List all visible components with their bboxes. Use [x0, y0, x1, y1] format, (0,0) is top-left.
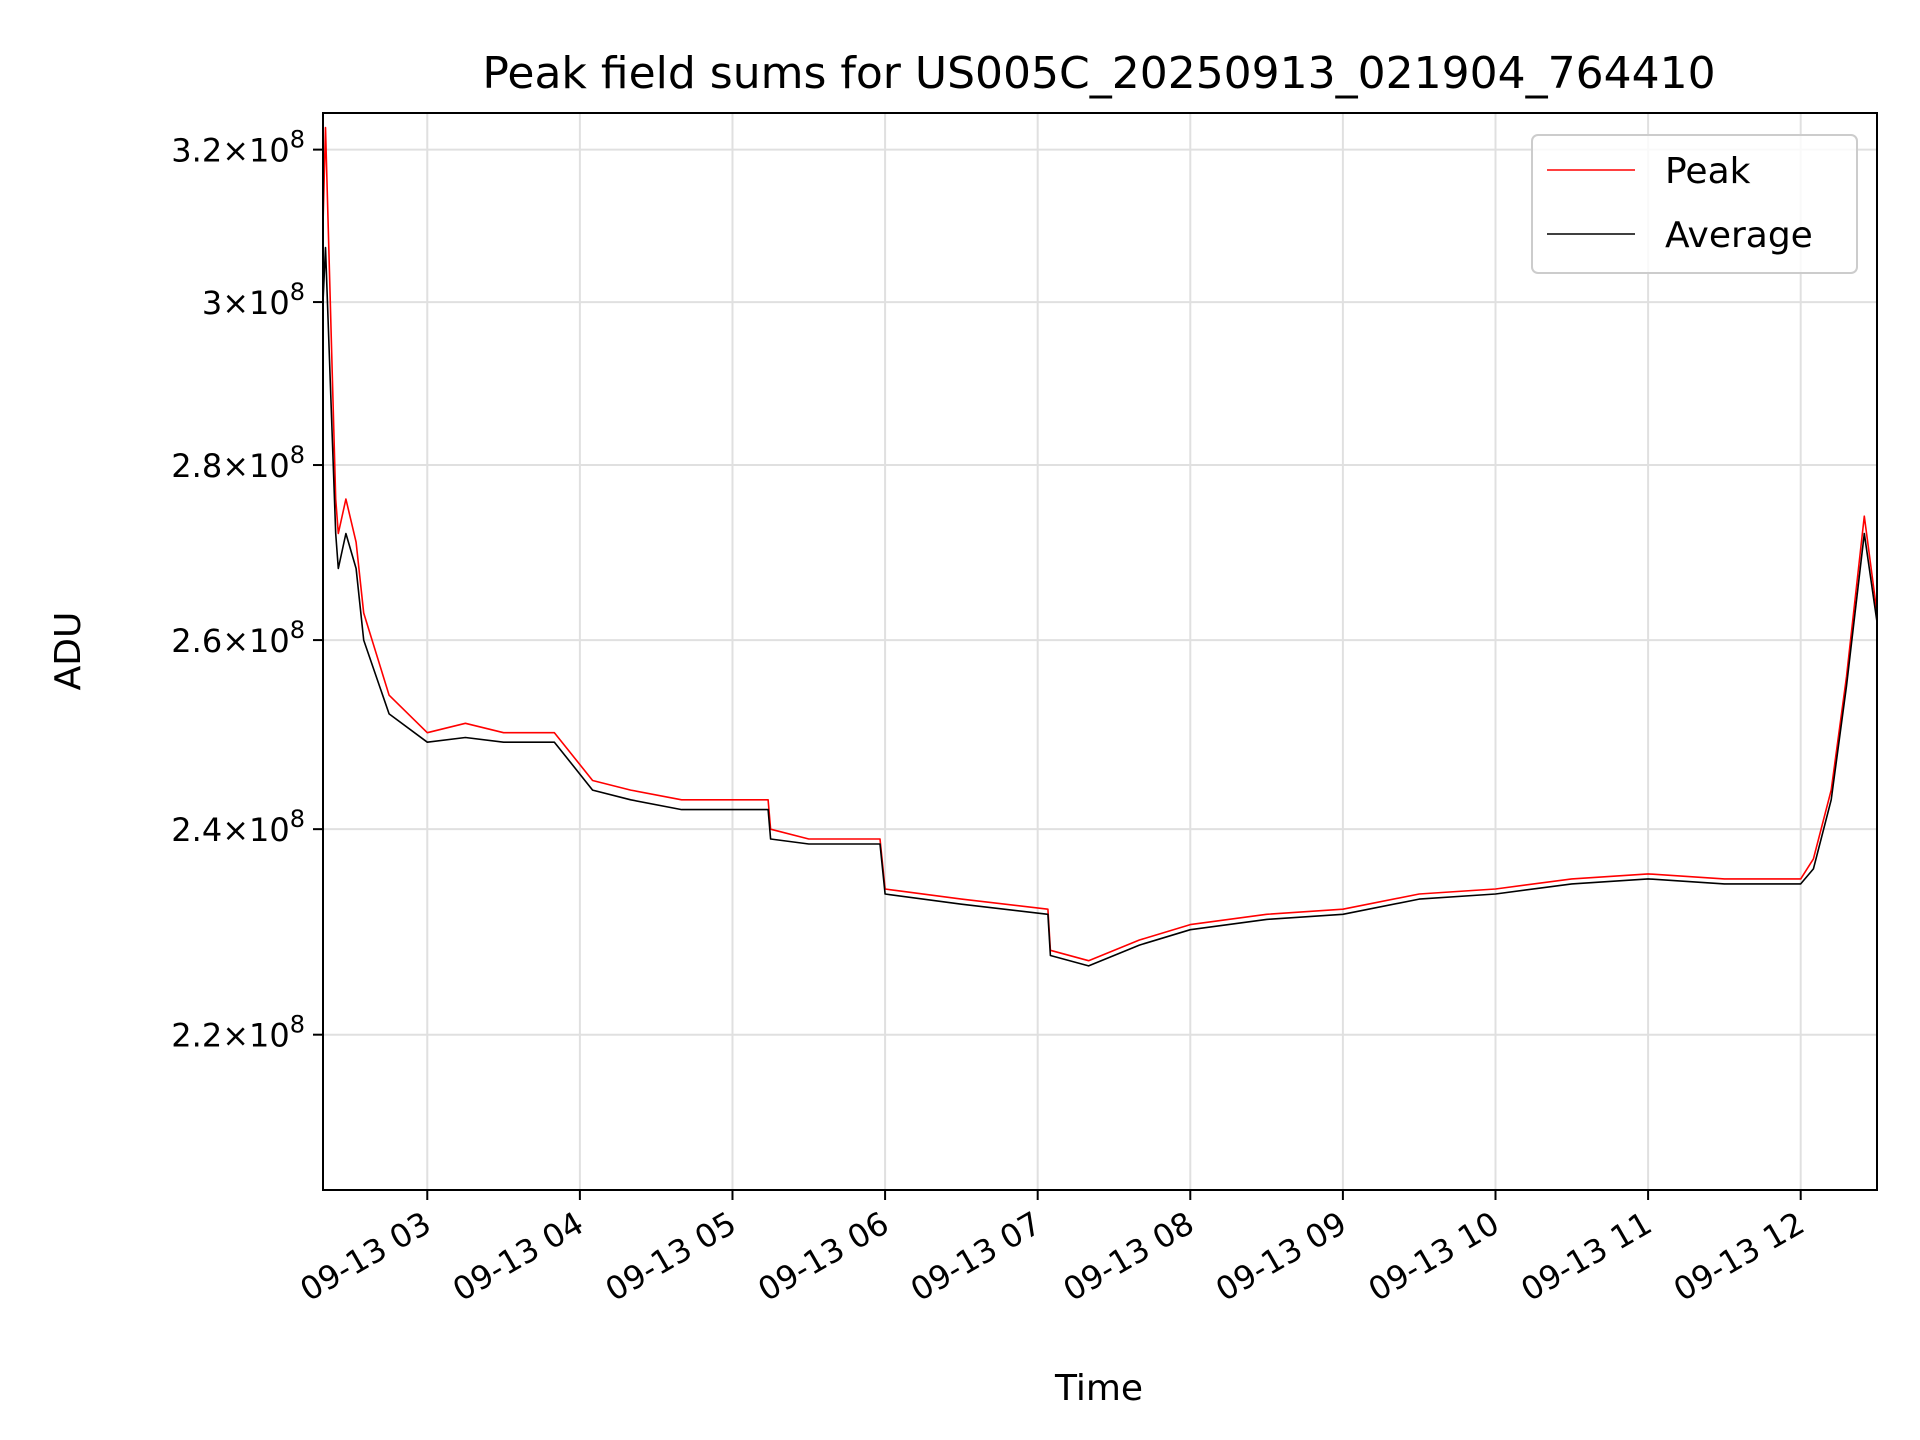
x-axis-label: Time [1054, 1368, 1143, 1409]
y-tick-times: × [222, 622, 249, 660]
y-tick-exponent: 8 [290, 616, 305, 644]
y-tick-label: 2.8×108 [171, 441, 305, 485]
y-tick-mantissa: 2.6 [171, 622, 222, 660]
y-tick-mantissa: 3.2 [171, 132, 222, 170]
y-tick-exponent: 8 [290, 441, 305, 469]
y-tick-mantissa: 3 [202, 284, 222, 322]
chart-title: Peak field sums for US005C_20250913_0219… [482, 48, 1715, 99]
series-line-peak [322, 126, 1878, 962]
y-axis-label: ADU [48, 612, 89, 691]
y-tick-exponent: 8 [290, 805, 305, 833]
y-tick-exponent: 8 [290, 278, 305, 306]
legend-label-average: Average [1665, 215, 1813, 256]
y-tick-base: 10 [249, 447, 290, 485]
y-tick-mantissa: 2.2 [171, 1017, 222, 1055]
y-tick-exponent: 8 [290, 1011, 305, 1039]
y-tick-label: 3×108 [202, 278, 305, 322]
legend-label-peak: Peak [1665, 151, 1751, 192]
series-layer [322, 126, 1878, 967]
legend: Peak Average [1531, 134, 1858, 274]
plot-frame [322, 112, 1878, 1191]
y-tick-label: 2.6×108 [171, 616, 305, 660]
y-tick-times: × [222, 132, 249, 170]
y-tick-label: 3.2×108 [171, 126, 305, 170]
y-tick-mantissa: 2.4 [171, 811, 222, 849]
y-tick-label: 2.2×108 [171, 1011, 305, 1055]
y-tick-base: 10 [249, 132, 290, 170]
y-tick-mantissa: 2.8 [171, 447, 222, 485]
y-tick-times: × [222, 447, 249, 485]
y-tick-base: 10 [249, 1017, 290, 1055]
y-tick-times: × [222, 1017, 249, 1055]
y-tick-base: 10 [249, 284, 290, 322]
series-line-average [322, 246, 1878, 967]
y-tick-exponent: 8 [290, 126, 305, 154]
y-tick-base: 10 [249, 622, 290, 660]
y-tick-base: 10 [249, 811, 290, 849]
y-tick-times: × [222, 284, 249, 322]
y-tick-times: × [222, 811, 249, 849]
y-tick-label: 2.4×108 [171, 805, 305, 849]
grid [323, 113, 1877, 1190]
